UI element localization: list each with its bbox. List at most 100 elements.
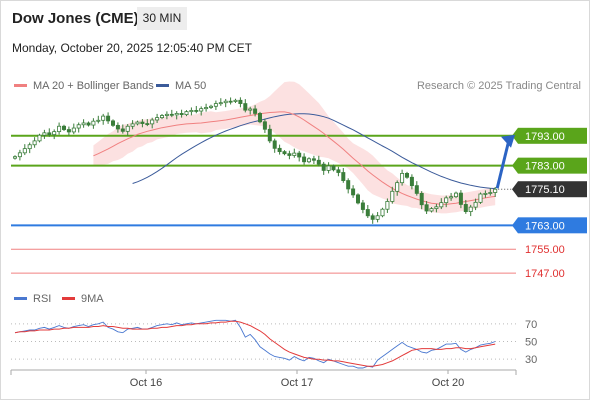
candle-body <box>135 121 140 125</box>
research-credit: Research © 2025 Trading Central <box>416 80 581 92</box>
candle <box>463 199 468 214</box>
level-box-1763-00 <box>518 217 587 234</box>
candle <box>267 124 272 144</box>
candle-body <box>32 140 37 146</box>
candle <box>27 142 32 154</box>
candle <box>32 137 37 148</box>
candle <box>66 126 71 136</box>
candle-body <box>86 122 91 126</box>
candle <box>257 111 262 124</box>
interval-badge[interactable]: 30 MIN <box>137 7 187 30</box>
candle <box>262 118 267 133</box>
candle <box>76 122 81 133</box>
candle-body <box>282 151 287 155</box>
candle-body <box>189 110 194 113</box>
candle-body <box>37 134 42 142</box>
candle <box>400 169 405 186</box>
candle-body <box>453 192 458 198</box>
candle-body <box>204 107 209 110</box>
candle <box>351 185 356 198</box>
candle-body <box>483 192 488 195</box>
candle-body <box>355 194 360 204</box>
candle-body <box>473 201 478 208</box>
candle-body <box>233 99 238 102</box>
candle <box>409 174 414 190</box>
candle-body <box>52 131 57 136</box>
candle-body <box>267 128 272 142</box>
candle-body <box>419 192 424 206</box>
legend-ma50: MA 50 <box>156 80 206 92</box>
legend-ma20: MA 20 + Bollinger Bands <box>14 80 154 92</box>
candle <box>439 198 444 210</box>
x-tick-label-2: Oct 20 <box>432 377 464 389</box>
candle <box>306 157 311 164</box>
candle-body <box>326 165 331 171</box>
candle-body <box>184 111 189 116</box>
candle-body <box>218 102 223 105</box>
forecast-arrow-head <box>501 134 515 148</box>
candle-body <box>199 108 204 112</box>
candle-body <box>22 148 27 154</box>
candle-body <box>306 158 311 163</box>
candle <box>346 178 351 194</box>
candle-body <box>96 119 101 122</box>
candle <box>292 148 297 158</box>
candle <box>199 106 204 116</box>
candle-body <box>174 113 179 116</box>
candle <box>385 198 390 213</box>
candle-body <box>346 180 351 190</box>
candle <box>179 109 184 118</box>
ma50-line <box>132 113 496 190</box>
candle-body <box>12 156 17 159</box>
candle-body <box>493 188 498 193</box>
ma50-swatch <box>156 83 169 87</box>
candle <box>277 144 282 155</box>
candle <box>22 144 27 156</box>
candle <box>174 111 179 120</box>
candle-body <box>248 108 253 111</box>
candle-body <box>257 113 262 123</box>
candle-body <box>449 196 454 199</box>
candle <box>424 201 429 214</box>
candle-body <box>106 115 111 122</box>
candle-body <box>463 204 468 212</box>
candle <box>169 109 174 118</box>
candle-body <box>297 152 302 158</box>
candle <box>155 113 160 123</box>
candle <box>42 129 47 139</box>
candle-body <box>42 132 47 136</box>
candle-body <box>434 206 439 210</box>
candle-body <box>17 152 22 158</box>
candle <box>189 107 194 116</box>
candle <box>395 180 400 196</box>
candle <box>164 111 169 120</box>
candle <box>434 203 439 213</box>
candle <box>272 138 277 153</box>
candle-body <box>331 165 336 171</box>
level-pointer-1793-00 <box>512 127 518 144</box>
candle-body <box>115 124 120 130</box>
candle-body <box>71 127 76 133</box>
candle-body <box>253 108 258 114</box>
candle <box>468 204 473 217</box>
candle-body <box>365 209 370 217</box>
candle <box>228 97 233 105</box>
candle <box>111 119 116 127</box>
candle-body <box>164 113 169 116</box>
candle-body <box>155 117 160 121</box>
candle <box>91 118 96 129</box>
candle <box>370 213 375 224</box>
candle <box>12 155 17 160</box>
candle <box>453 191 458 199</box>
rsi-tick-30: 30 <box>525 354 537 366</box>
candle-body <box>223 100 228 104</box>
current-price-label: 1775.10 <box>525 184 565 196</box>
candle <box>208 104 213 109</box>
level-label-1783-00: 1783.00 <box>525 161 565 173</box>
candle-body <box>228 100 233 103</box>
current-price-box <box>518 181 587 198</box>
candle-body <box>375 215 380 220</box>
candle <box>419 191 424 210</box>
bollinger-band <box>93 81 496 214</box>
candle-body <box>66 129 71 133</box>
